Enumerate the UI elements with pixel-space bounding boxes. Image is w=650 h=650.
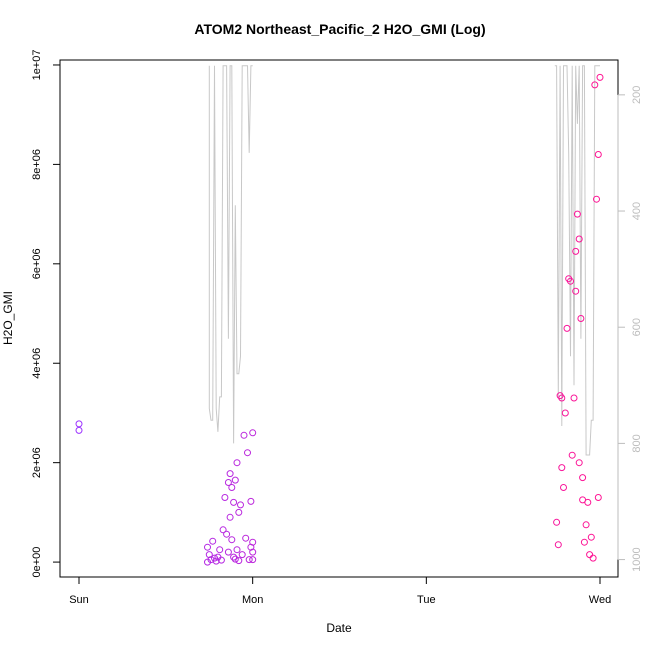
- data-point: [247, 497, 255, 505]
- data-point: [249, 548, 257, 556]
- data-point: [75, 420, 83, 428]
- data-point: [217, 556, 225, 564]
- data-point: [235, 557, 243, 565]
- x-tick-label: Wed: [589, 594, 611, 606]
- data-point: [580, 538, 588, 546]
- data-point: [589, 554, 597, 562]
- data-point: [228, 484, 236, 491]
- data-point: [558, 394, 566, 402]
- data-point: [553, 518, 561, 526]
- data-point: [249, 538, 257, 546]
- data-point: [561, 409, 569, 417]
- data-point: [572, 287, 580, 295]
- data-point: [570, 394, 578, 402]
- data-point: [224, 479, 232, 486]
- y2-tick-label: 400: [631, 202, 643, 220]
- data-point: [226, 470, 234, 478]
- y2-tick-label: 1000: [631, 547, 643, 571]
- data-point: [231, 555, 239, 563]
- data-point: [224, 548, 232, 556]
- data-point: [219, 526, 227, 534]
- data-point: [575, 235, 583, 243]
- data-point: [572, 247, 580, 255]
- data-point: [573, 210, 581, 218]
- data-point: [594, 494, 602, 501]
- data-point: [205, 551, 213, 559]
- data-point: [577, 315, 585, 322]
- data-point: [582, 521, 590, 529]
- y-tick-label: 1e+07: [31, 50, 43, 81]
- data-point: [237, 501, 244, 509]
- x-axis: Sun Mon Tue Wed: [69, 576, 611, 606]
- data-point: [245, 556, 253, 564]
- y-tick-label: 2e+06: [31, 447, 43, 478]
- data-point: [244, 449, 251, 457]
- data-point: [233, 546, 241, 554]
- x-tick-label: Sun: [69, 594, 89, 606]
- data-point: [235, 508, 243, 516]
- data-point: [586, 551, 594, 559]
- data-point: [75, 426, 83, 434]
- pressure-line: [554, 65, 600, 456]
- data-point: [242, 534, 250, 542]
- data-point: [249, 429, 257, 437]
- x-axis-label: Date: [326, 621, 352, 635]
- data-point: [587, 533, 595, 541]
- pressure-line: [208, 65, 253, 444]
- data-point: [568, 451, 576, 459]
- data-point: [575, 459, 583, 467]
- data-point: [249, 556, 257, 564]
- data-point: [560, 484, 567, 491]
- data-point: [567, 277, 574, 285]
- x-tick-label: Tue: [417, 594, 436, 606]
- data-points-layer: [75, 73, 604, 566]
- data-point: [554, 541, 562, 549]
- y2-tick-label: 200: [631, 86, 643, 104]
- y-tick-label: 8e+06: [31, 149, 43, 180]
- data-point: [563, 324, 571, 332]
- x-tick-label: Mon: [242, 594, 263, 606]
- data-point: [204, 543, 211, 551]
- plot-frame: [59, 59, 619, 578]
- data-point: [238, 551, 246, 559]
- data-point: [593, 195, 600, 203]
- data-point: [596, 73, 604, 81]
- y-tick-label: 0e+00: [31, 547, 43, 578]
- data-point: [240, 431, 248, 439]
- data-point: [594, 151, 602, 158]
- data-point: [230, 553, 238, 561]
- data-point: [226, 513, 234, 521]
- data-point: [223, 530, 231, 538]
- y-tick-label: 6e+06: [31, 248, 43, 279]
- data-point: [216, 546, 224, 554]
- data-point: [221, 494, 229, 501]
- data-point: [228, 536, 236, 544]
- y-tick-label: 4e+06: [31, 348, 43, 379]
- data-point: [591, 81, 599, 89]
- chart-title: ATOM2 Northeast_Pacific_2 H2O_GMI (Log): [194, 21, 485, 37]
- y2-axis: 200 400 600 800 1000: [617, 86, 643, 572]
- y2-tick-label: 600: [631, 318, 643, 336]
- y-axis: 0e+00 2e+06 4e+06 6e+06 8e+06 1e+07: [31, 50, 61, 578]
- y2-tick-label: 800: [631, 434, 643, 452]
- data-point: [584, 498, 592, 506]
- data-point: [230, 498, 238, 506]
- data-point: [558, 464, 566, 472]
- pressure-line-layer: [208, 65, 600, 456]
- data-point: [231, 476, 239, 484]
- y-axis-label: H2O_GMI: [1, 291, 15, 345]
- data-point: [579, 474, 587, 482]
- data-point: [209, 537, 217, 545]
- data-point: [212, 557, 220, 565]
- data-point: [233, 459, 241, 467]
